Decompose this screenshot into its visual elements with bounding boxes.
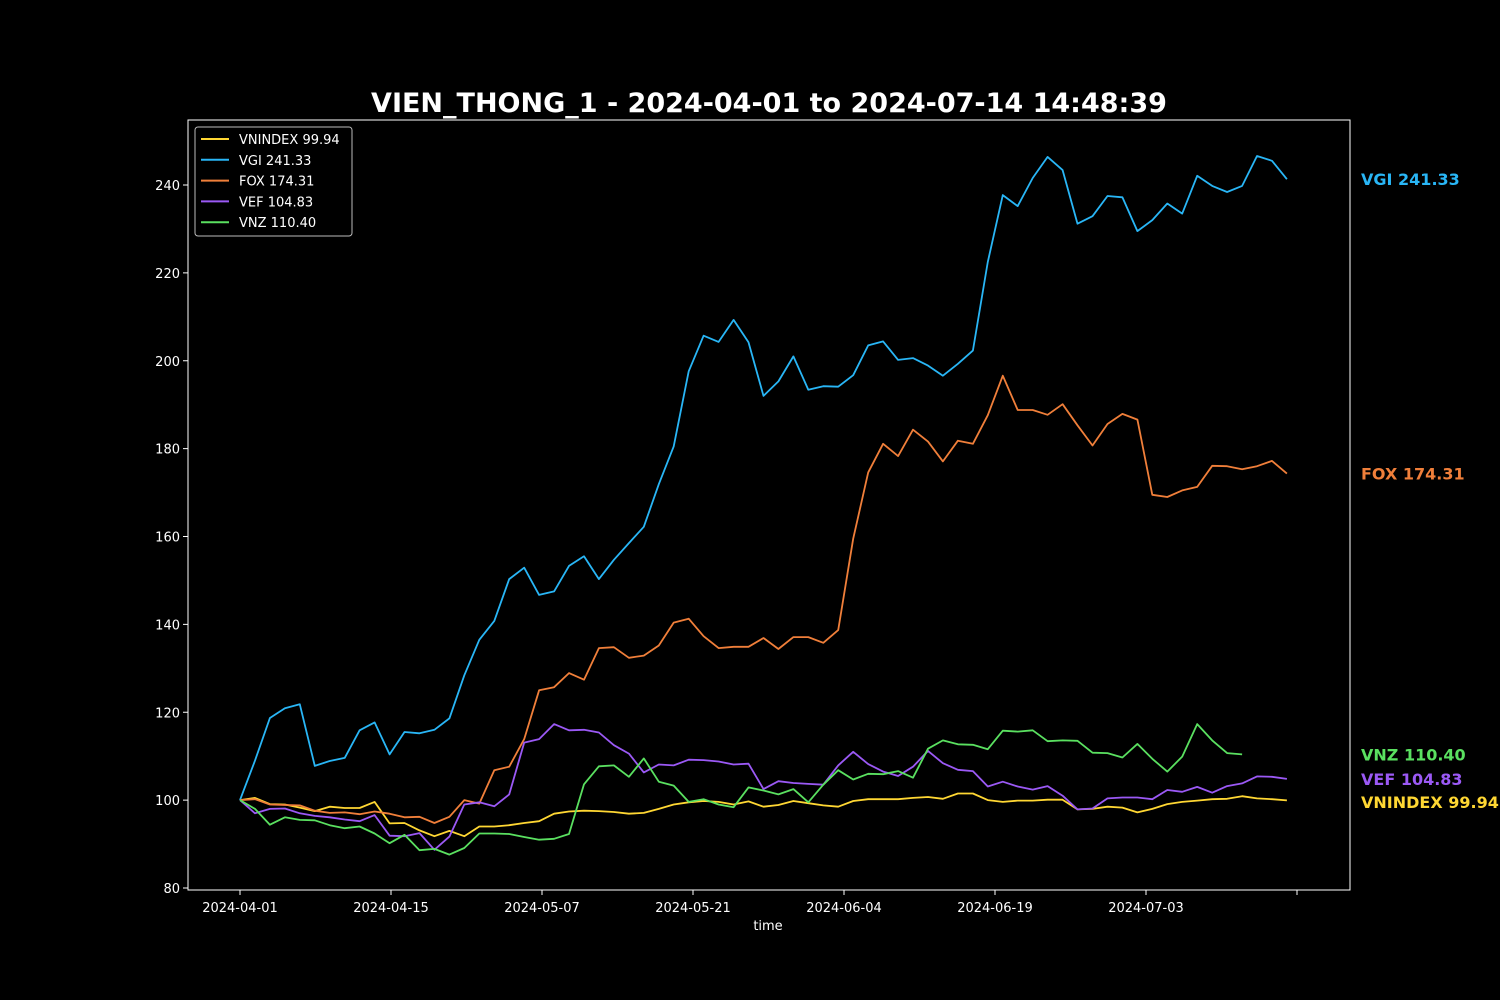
y-tick-label: 140 (155, 618, 180, 633)
end-label-fox: FOX 174.31 (1361, 465, 1465, 484)
y-tick-label: 180 (155, 443, 180, 458)
x-axis: 2024-04-01 2024-04-15 2024-05-07 2024-05-21… (202, 890, 1298, 916)
series-line-fox (239, 374, 1288, 824)
end-label-vef: VEF 104.83 (1361, 770, 1463, 789)
legend-box (194, 126, 353, 237)
legend-label-fox: FOX 174.31 (239, 175, 314, 190)
x-tick-label: 2024-06-04 (806, 901, 882, 916)
x-tick-label: 2024-05-07 (504, 901, 580, 916)
end-label-vgi: VGI 241.33 (1361, 170, 1460, 189)
x-tick-label: 2024-05-21 (655, 901, 731, 916)
series-layer (239, 155, 1288, 856)
legend: VNINDEX 99.94 VGI 241.33 FOX 174.31 VEF 104… (194, 126, 353, 237)
chart-title: VIEN_THONG_1 - 2024-04-01 to 2024-07-14 … (371, 88, 1167, 119)
plot-frame (187, 119, 1351, 891)
series-line-vnindex (239, 792, 1287, 838)
legend-label-vnz: VNZ 110.40 (239, 216, 316, 231)
y-tick-label: 160 (155, 531, 180, 546)
x-tick-label: 2024-06-19 (957, 901, 1033, 916)
y-tick-label: 200 (155, 355, 180, 370)
y-tick-label: 220 (155, 267, 180, 282)
legend-label-vef: VEF 104.83 (239, 195, 313, 210)
y-tick-label: 240 (155, 179, 180, 194)
legend-label-vnindex: VNINDEX 99.94 (239, 133, 340, 148)
x-tick-label: 2024-07-03 (1108, 901, 1184, 916)
x-tick-label: 2024-04-01 (202, 901, 278, 916)
legend-label-vgi: VGI 241.33 (239, 154, 311, 169)
series-line-vnz (239, 723, 1243, 856)
series-line-vef (239, 723, 1288, 851)
y-tick-label: 100 (155, 794, 180, 809)
x-axis-label: time (753, 919, 782, 934)
x-tick-label: 2024-04-15 (353, 901, 429, 916)
end-label-vnz: VNZ 110.40 (1361, 745, 1466, 764)
end-labels: VGI 241.33 FOX 174.31 VNZ 110.40 VEF 104.83… (1361, 170, 1499, 812)
end-label-vnindex: VNINDEX 99.94 (1361, 793, 1499, 812)
series-line-vgi (239, 155, 1288, 801)
y-axis: 80 100 120 140 160 180 200 220 240 (155, 179, 188, 897)
y-tick-label: 120 (155, 706, 180, 721)
y-tick-label: 80 (163, 882, 180, 897)
